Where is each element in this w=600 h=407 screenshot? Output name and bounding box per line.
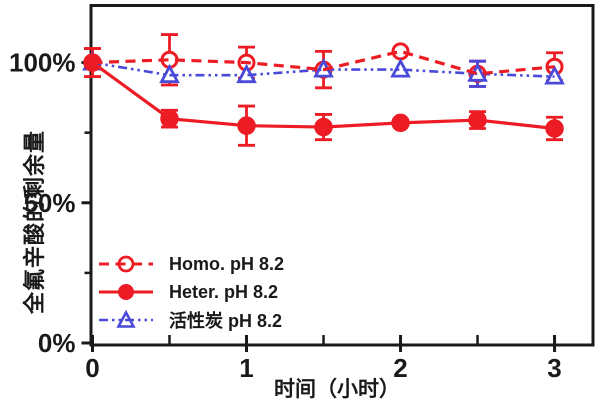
open-triangle-marker bbox=[390, 58, 411, 78]
x-tick-label: 1 bbox=[239, 353, 253, 383]
legend: Homo. pH 8.2 Heter. pH 8.2 活性炭 pH 8.2 bbox=[97, 252, 284, 332]
open-circle-marker bbox=[117, 255, 135, 273]
series-line-0 bbox=[92, 49, 555, 76]
legend-swatch-0 bbox=[99, 255, 153, 273]
filled-circle-marker bbox=[118, 284, 134, 300]
series-line-2 bbox=[92, 61, 555, 78]
x-tick-label: 2 bbox=[393, 353, 407, 383]
open-triangle-marker bbox=[116, 309, 136, 328]
x-axis-title: 时间（小时） bbox=[274, 378, 400, 401]
legend-swatch-2 bbox=[99, 309, 153, 328]
legend-label-2: 活性炭 pH 8.2 bbox=[169, 311, 283, 331]
y-tick-label: 50% bbox=[23, 188, 75, 218]
legend-item-1: Heter. pH 8.2 bbox=[97, 280, 284, 304]
x-tick-label: 0 bbox=[85, 353, 99, 383]
legend-label-0: Homo. pH 8.2 bbox=[169, 253, 285, 274]
y-tick-label: 0% bbox=[38, 328, 76, 358]
y-tick-label: 100% bbox=[9, 48, 76, 78]
legend-swatch-1 bbox=[99, 284, 153, 300]
plot-border bbox=[89, 4, 595, 347]
legend-item-0: Homo. pH 8.2 bbox=[97, 252, 284, 276]
y-axis-title: 全氟辛酸的剩余量 bbox=[22, 129, 47, 315]
legend-item-2: 活性炭 pH 8.2 bbox=[97, 308, 284, 332]
series-line-1 bbox=[91, 61, 555, 131]
legend-label-1: Heter. pH 8.2 bbox=[169, 281, 279, 302]
x-tick-label: 3 bbox=[547, 353, 561, 383]
